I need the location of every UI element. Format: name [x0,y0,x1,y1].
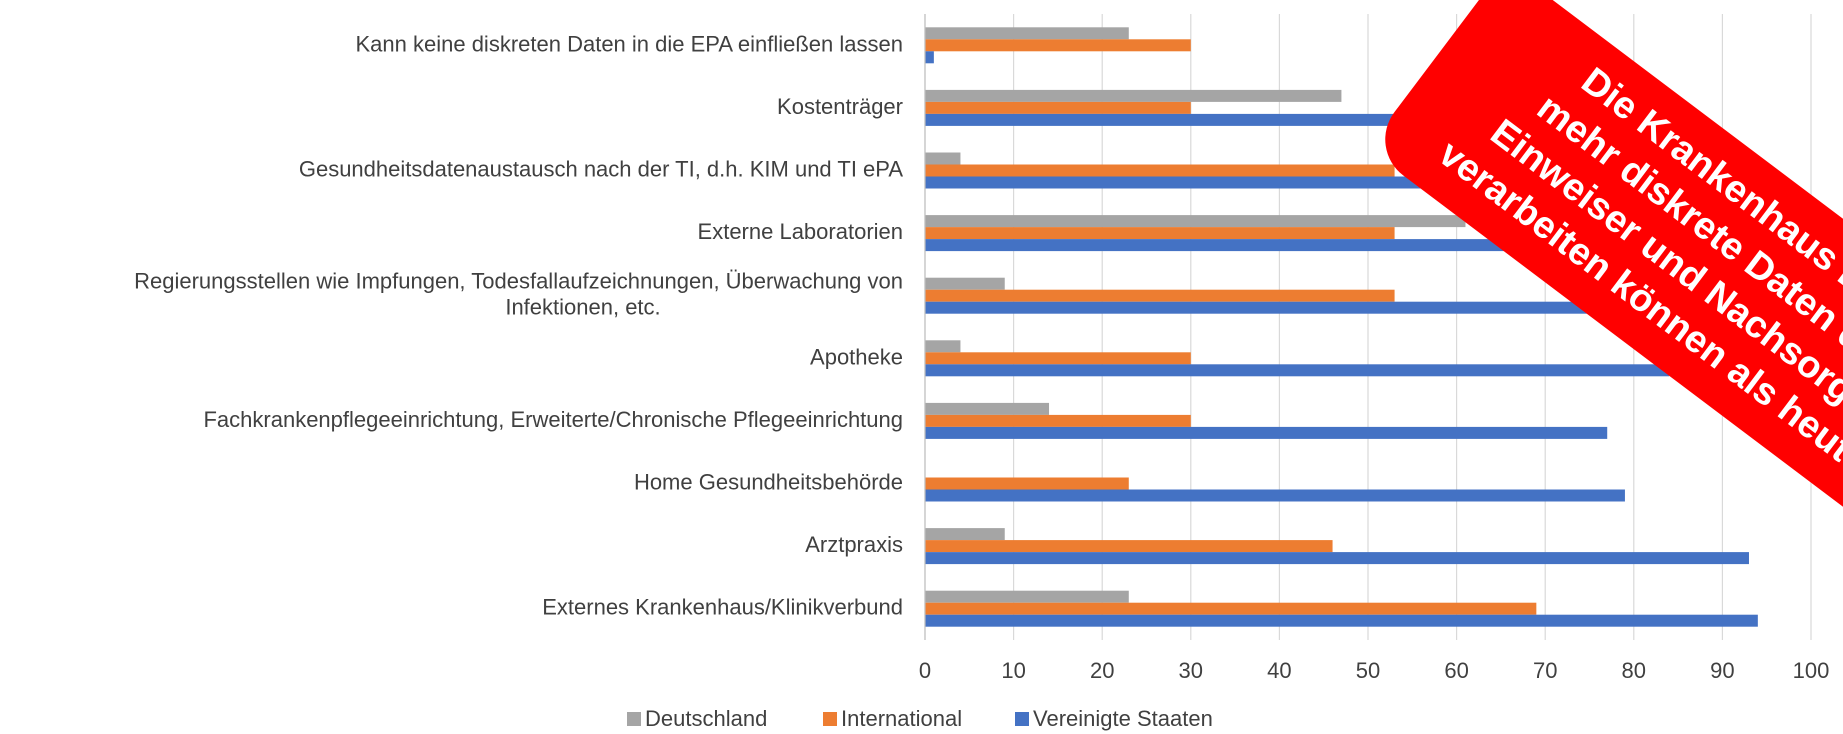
bar [925,301,1687,314]
x-tick-label: 0 [919,658,931,683]
bar [925,528,1005,541]
bar [925,277,1005,290]
bar [925,614,1758,627]
bar [925,239,1679,252]
bar [925,101,1191,114]
y-tick-label: Gesundheitsdatenaustausch nach der TI, d… [299,156,903,181]
bar [925,364,1670,377]
x-tick-label: 30 [1179,658,1203,683]
y-tick-label: Regierungsstellen wie Impfungen, Todesfa… [134,269,903,320]
bar [925,340,961,353]
bar [925,164,1395,177]
x-tick-label: 40 [1267,658,1291,683]
y-tick-label: Arztpraxis [805,532,903,557]
bar [925,39,1191,52]
x-tick-label: 100 [1793,658,1830,683]
bar [925,215,1466,228]
x-tick-label: 60 [1444,658,1468,683]
bar [925,89,1342,102]
bar [925,477,1129,490]
bar [925,352,1191,365]
legend-label: International [841,706,962,731]
y-tick-label: Fachkrankenpflegeeinrichtung, Erweiterte… [203,407,903,432]
legend-label: Vereinigte Staaten [1033,706,1213,731]
x-tick-label: 80 [1622,658,1646,683]
y-tick-label: Kostenträger [777,94,903,119]
bar [925,552,1749,565]
x-tick-label: 10 [1001,658,1025,683]
bar [925,489,1625,502]
legend-swatch [627,712,641,726]
y-tick-label: Home Gesundheitsbehörde [634,469,903,494]
bar [925,414,1191,427]
bar [925,27,1129,40]
annotation: Die Krankenhaus EPAmehr diskrete Daten d… [1385,0,1843,552]
bar [925,51,934,64]
bar [925,152,961,165]
x-tick-label: 70 [1533,658,1557,683]
y-tick-label: Externe Laboratorien [698,219,903,244]
x-tick-label: 90 [1710,658,1734,683]
legend-swatch [1015,712,1029,726]
annotation-box [1385,0,1843,552]
bar [925,402,1050,415]
bar [925,227,1395,240]
y-tick-label: Externes Krankenhaus/Klinikverbund [542,595,903,620]
bar [925,540,1333,553]
bar [925,602,1537,615]
bar [925,590,1129,603]
bar [925,426,1608,439]
y-tick-label: Apotheke [810,344,903,369]
legend-label: Deutschland [645,706,767,731]
y-tick-label: Kann keine diskreten Daten in die EPA ei… [356,31,904,56]
x-tick-label: 20 [1090,658,1114,683]
x-tick-label: 50 [1356,658,1380,683]
legend-swatch [823,712,837,726]
bar [925,289,1395,302]
